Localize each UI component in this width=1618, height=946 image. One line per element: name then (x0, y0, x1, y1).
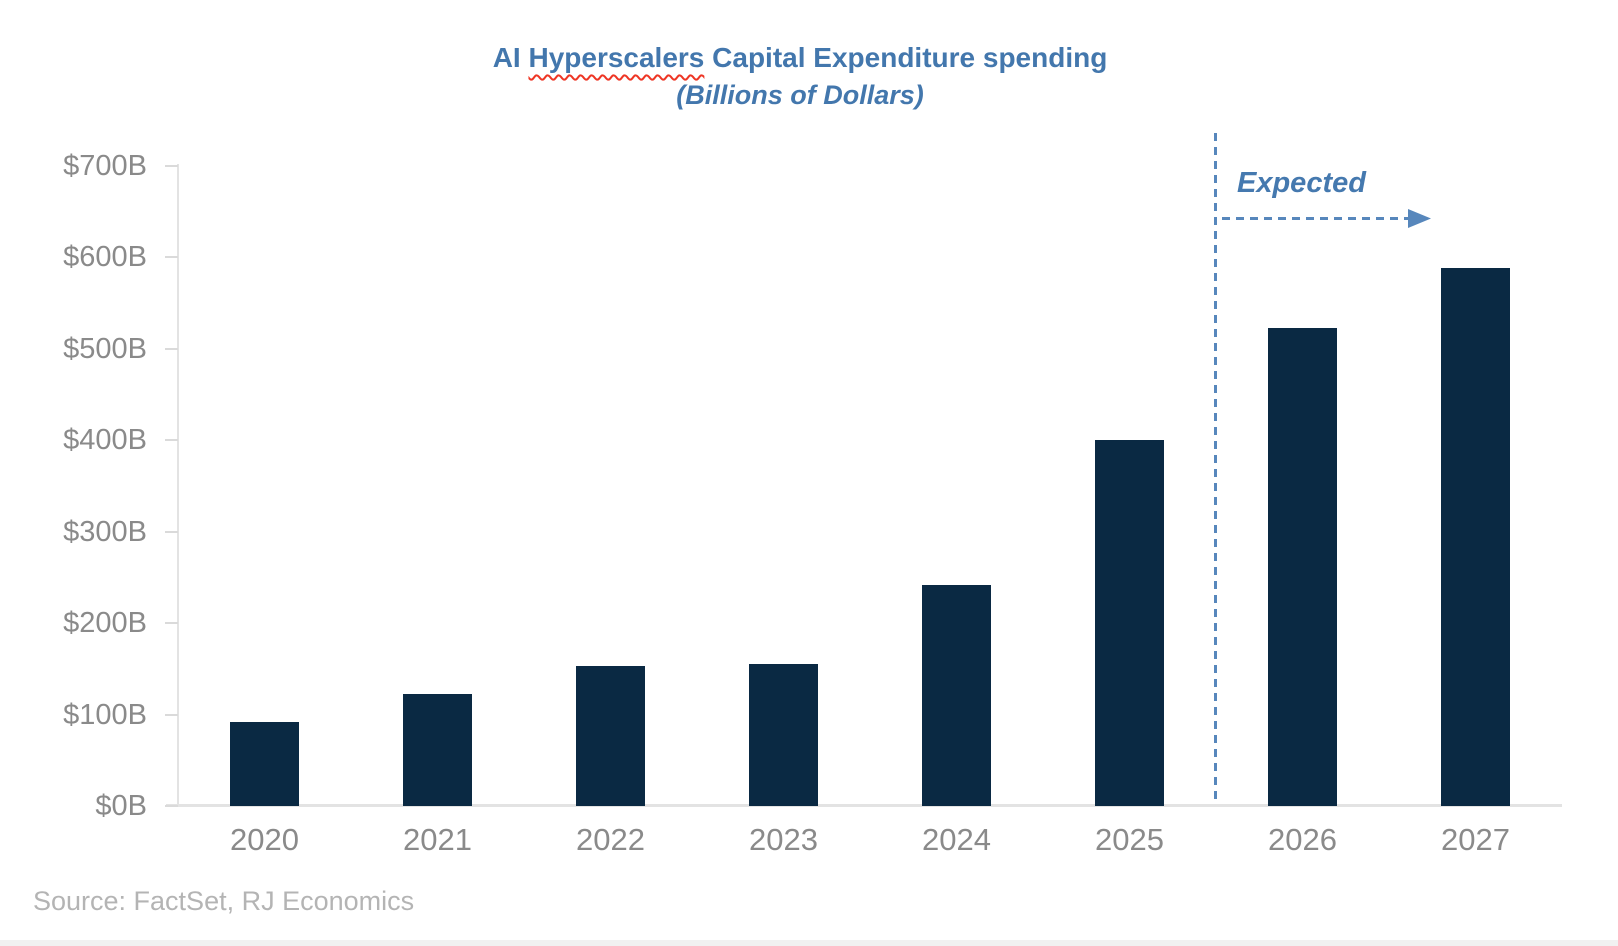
expected-arrow-head-icon (1408, 209, 1431, 228)
chart-subtitle: (Billions of Dollars) (676, 80, 924, 110)
title-text-tail: Capital Expenditure spending (704, 42, 1108, 73)
y-axis-label-$100B: $100B (63, 698, 147, 731)
y-axis-label-$500B: $500B (63, 332, 147, 365)
title-block: AI Hyperscalers Capital Expenditure spen… (0, 40, 1600, 113)
y-axis-label-$600B: $600B (63, 241, 147, 274)
bar-2021 (403, 693, 472, 806)
bar-2026 (1268, 327, 1337, 806)
y-axis-label-$300B: $300B (63, 515, 147, 548)
y-axis-label-$200B: $200B (63, 607, 147, 640)
bar-2020 (230, 721, 299, 806)
y-axis-tick-$0B (165, 805, 178, 807)
title-text-misspelled-word: Hyperscalers (528, 42, 705, 73)
x-axis-label-2020: 2020 (230, 822, 299, 857)
y-axis-label-$400B: $400B (63, 424, 147, 457)
x-axis-label-2026: 2026 (1268, 822, 1337, 857)
x-axis-label-2022: 2022 (576, 822, 645, 857)
title-text-lead: AI (492, 42, 529, 73)
y-axis-label-$0B: $0B (95, 790, 147, 822)
source-note: Source: FactSet, RJ Economics (33, 886, 415, 916)
x-axis-label-2027: 2027 (1441, 822, 1510, 857)
y-axis-tick-$700B (165, 165, 178, 167)
y-axis-line (177, 164, 179, 806)
y-axis-tick-$500B (165, 347, 178, 350)
bar-2023 (749, 664, 818, 806)
y-axis-tick-$100B (165, 713, 178, 716)
x-axis-label-2024: 2024 (922, 822, 991, 857)
y-axis-tick-$200B (165, 622, 178, 625)
expected-label: Expected (1237, 167, 1366, 199)
bar-2025 (1095, 440, 1164, 806)
y-axis-tick-$300B (165, 530, 178, 533)
bar-2027 (1441, 268, 1510, 806)
x-axis-label-2025: 2025 (1095, 822, 1164, 857)
x-axis-label-2023: 2023 (749, 822, 818, 857)
bottom-edge-strip (0, 940, 1618, 946)
y-axis-tick-$600B (165, 256, 178, 259)
bar-2022 (576, 666, 645, 806)
y-axis-tick-$400B (165, 439, 178, 442)
chart-title: AI Hyperscalers Capital Expenditure spen… (0, 40, 1600, 75)
bar-2024 (922, 584, 991, 806)
y-axis-label-$700B: $700B (63, 150, 147, 182)
x-axis-line (166, 804, 1562, 807)
x-axis-label-2021: 2021 (403, 822, 472, 857)
